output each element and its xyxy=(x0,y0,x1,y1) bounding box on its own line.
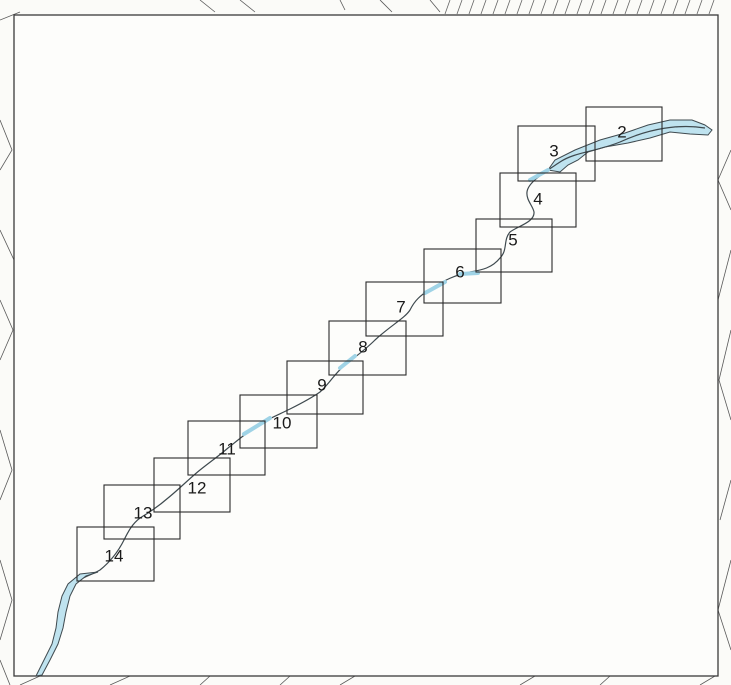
tile-6[interactable]: 6 xyxy=(423,248,502,304)
tile-label: 10 xyxy=(273,413,292,432)
tile-13[interactable]: 13 xyxy=(103,484,181,540)
river-blue-section-3-4 xyxy=(528,168,550,182)
tile-label: 14 xyxy=(105,546,124,565)
tile-label: 2 xyxy=(617,122,626,141)
tile-label: 8 xyxy=(358,337,367,356)
map-frame xyxy=(13,14,719,677)
tile-label: 13 xyxy=(134,503,153,522)
tile-label: 9 xyxy=(317,375,326,394)
river-blue-section-6-7 xyxy=(423,271,480,295)
tile-label: 3 xyxy=(549,141,558,160)
tile-7[interactable]: 7 xyxy=(365,281,444,337)
tile-label: 7 xyxy=(396,297,405,316)
tile-4[interactable]: 4 xyxy=(499,172,577,228)
tile-8[interactable]: 8 xyxy=(328,320,407,376)
tile-5[interactable]: 5 xyxy=(475,218,553,273)
tile-11[interactable]: 11 xyxy=(187,420,266,476)
river-lower-reach xyxy=(35,571,99,677)
tile-label: 4 xyxy=(533,189,542,208)
tile-label: 5 xyxy=(508,230,517,249)
tile-label: 12 xyxy=(188,478,207,497)
river-blue-section-10 xyxy=(242,416,272,436)
river-blue-section-8-9 xyxy=(338,354,357,370)
hatched-parcel xyxy=(444,0,715,15)
tile-label: 11 xyxy=(218,439,236,458)
river-upper-reach xyxy=(547,119,713,173)
tile-3[interactable]: 3 xyxy=(517,125,596,182)
tile-14[interactable]: 14 xyxy=(76,526,155,582)
tile-2[interactable]: 2 xyxy=(585,106,663,162)
tile-label: 6 xyxy=(455,262,464,281)
tile-9[interactable]: 9 xyxy=(286,360,364,415)
